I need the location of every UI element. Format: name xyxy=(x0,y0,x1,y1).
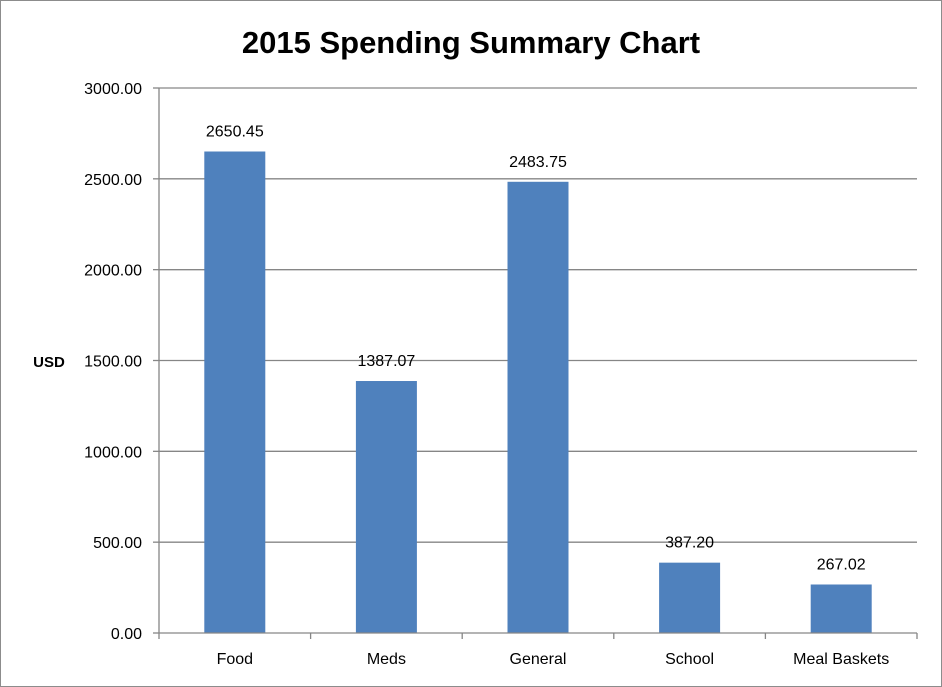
data-label: 267.02 xyxy=(817,556,866,573)
x-axis-tick-labels: Food Meds General School Meal Baskets xyxy=(217,651,890,668)
x-tick-label: School xyxy=(665,651,714,668)
data-label: 387.20 xyxy=(665,535,714,552)
data-label: 2483.75 xyxy=(509,154,567,171)
data-labels: 2650.45 1387.07 2483.75 387.20 267.02 xyxy=(206,124,866,574)
data-label: 2650.45 xyxy=(206,124,264,141)
bar-school xyxy=(659,562,721,633)
y-tick-label: 1500.00 xyxy=(84,354,142,371)
y-tick-label: 0.00 xyxy=(111,626,142,643)
y-axis-title: USD xyxy=(33,354,65,371)
y-tick-label: 500.00 xyxy=(93,535,142,552)
axes xyxy=(153,87,918,639)
bar-general xyxy=(507,181,569,634)
bar-meal-baskets xyxy=(810,584,872,633)
bar-food xyxy=(204,151,266,633)
x-tick-label: General xyxy=(510,651,567,668)
y-axis-tick-labels: 0.00 500.00 1000.00 1500.00 2000.00 2500.00 30… xyxy=(84,81,142,643)
bars xyxy=(204,151,872,634)
x-tick-label: Food xyxy=(217,651,253,668)
y-tick-label: 3000.00 xyxy=(84,81,142,98)
chart-title: 2015 Spending Summary Chart xyxy=(242,25,700,60)
data-label: 1387.07 xyxy=(357,353,415,370)
y-tick-label: 1000.00 xyxy=(84,444,142,461)
x-tick-label: Meds xyxy=(367,651,406,668)
x-tick-label: Meal Baskets xyxy=(793,651,889,668)
y-tick-label: 2500.00 xyxy=(84,172,142,189)
y-tick-label: 2000.00 xyxy=(84,263,142,280)
bar-meds xyxy=(355,381,417,633)
